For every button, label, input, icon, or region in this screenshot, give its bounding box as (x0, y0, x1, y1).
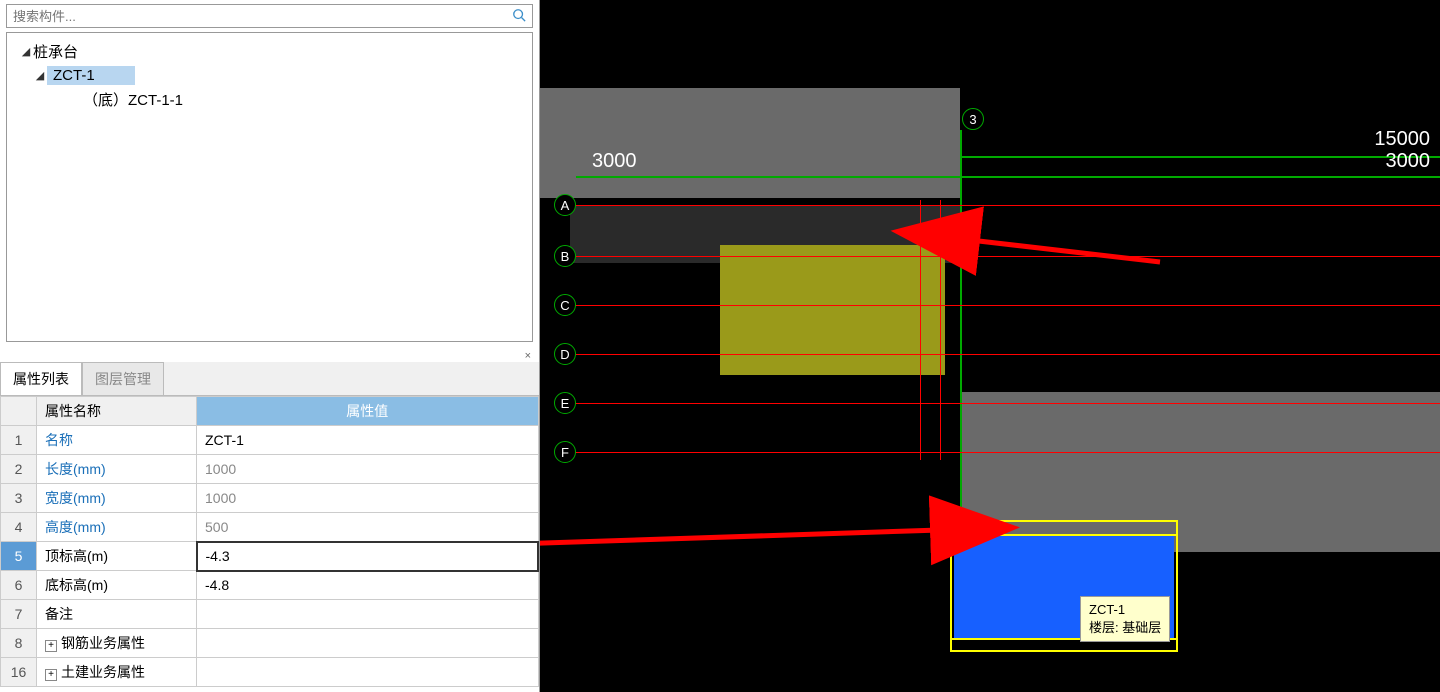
tree-label-root: 桩承台 (33, 41, 78, 62)
table-row[interactable]: 4高度(mm)500 (1, 513, 539, 542)
tree-toggle-icon[interactable]: ◢ (19, 45, 33, 58)
gridline-d (570, 354, 1440, 355)
viewport-3d[interactable]: 3 A B C D E F 3000 15000 3000 ZCT-1 楼层: … (540, 0, 1440, 692)
gridline-f (570, 452, 1440, 453)
axis-label-f: F (554, 441, 576, 463)
tree-node-child[interactable]: （底）ZCT-1-1 (83, 87, 526, 112)
expand-icon[interactable]: + (45, 640, 57, 652)
property-value[interactable]: -4.3 (197, 542, 539, 571)
model-block-upper (540, 88, 960, 198)
property-name: +钢筋业务属性 (37, 629, 197, 658)
tooltip: ZCT-1 楼层: 基础层 (1080, 596, 1170, 642)
table-row[interactable]: 2长度(mm)1000 (1, 455, 539, 484)
tab-layers[interactable]: 图层管理 (82, 362, 164, 395)
gridline-c (570, 305, 1440, 306)
property-name: 顶标高(m) (37, 542, 197, 571)
property-name: 长度(mm) (37, 455, 197, 484)
row-number: 7 (1, 600, 37, 629)
property-name: 备注 (37, 600, 197, 629)
search-input[interactable] (13, 9, 512, 24)
gridline-b (570, 256, 1440, 257)
property-value[interactable]: 1000 (197, 484, 539, 513)
dimension-3000-left: 3000 (592, 150, 637, 173)
axis-label-c: C (554, 294, 576, 316)
left-panel: ◢ 桩承台 ◢ ZCT-1 （底）ZCT-1-1 × 属性列表 图层管理 属性名… (0, 0, 540, 692)
row-number: 3 (1, 484, 37, 513)
table-row[interactable]: 6底标高(m)-4.8 (1, 571, 539, 600)
gridline-a (570, 205, 1440, 206)
tree-toggle-icon[interactable]: ◢ (33, 69, 47, 82)
property-name: 宽度(mm) (37, 484, 197, 513)
axis-label-3: 3 (962, 108, 984, 130)
property-name: +土建业务属性 (37, 658, 197, 687)
panel-close-icon[interactable]: × (0, 348, 539, 362)
property-value[interactable]: -4.8 (197, 571, 539, 600)
axis-label-e: E (554, 392, 576, 414)
tab-properties[interactable]: 属性列表 (0, 362, 82, 395)
prop-header-num (1, 397, 37, 426)
property-table: 属性名称 属性值 1名称ZCT-12长度(mm)10003宽度(mm)10004… (0, 396, 539, 687)
axis-label-d: D (554, 343, 576, 365)
prop-header-value: 属性值 (197, 397, 539, 426)
row-number: 1 (1, 426, 37, 455)
property-value[interactable] (197, 658, 539, 687)
gridline-h-top0 (960, 156, 1440, 158)
table-row[interactable]: 7备注 (1, 600, 539, 629)
tree-node-selected[interactable]: ◢ ZCT-1 (33, 64, 526, 87)
property-name: 底标高(m) (37, 571, 197, 600)
gridline-v-3 (960, 130, 962, 580)
prop-header-name: 属性名称 (37, 397, 197, 426)
table-row[interactable]: 3宽度(mm)1000 (1, 484, 539, 513)
search-box (6, 4, 533, 28)
table-row[interactable]: 5顶标高(m)-4.3 (1, 542, 539, 571)
table-row[interactable]: 1名称ZCT-1 (1, 426, 539, 455)
gridline-e (570, 403, 1440, 404)
property-name: 高度(mm) (37, 513, 197, 542)
gridline-red-v (940, 200, 941, 460)
tooltip-name: ZCT-1 (1089, 601, 1161, 619)
gridline-h-top1 (576, 176, 1440, 178)
axis-label-a: A (554, 194, 576, 216)
model-block-yellow (720, 245, 945, 375)
table-row[interactable]: 16+土建业务属性 (1, 658, 539, 687)
property-value[interactable]: ZCT-1 (197, 426, 539, 455)
row-number: 8 (1, 629, 37, 658)
row-number: 6 (1, 571, 37, 600)
dimension-3000-right: 3000 (1386, 150, 1431, 173)
row-number: 4 (1, 513, 37, 542)
tree-label-zct1: ZCT-1 (47, 66, 135, 85)
row-number: 5 (1, 542, 37, 571)
tree-label-zct11: （底）ZCT-1-1 (83, 89, 183, 110)
property-value[interactable]: 500 (197, 513, 539, 542)
tabs: 属性列表 图层管理 (0, 362, 539, 396)
property-value[interactable]: 1000 (197, 455, 539, 484)
tooltip-floor: 楼层: 基础层 (1089, 619, 1161, 637)
dimension-15000: 15000 (1374, 128, 1430, 151)
property-value[interactable] (197, 629, 539, 658)
tree-node-root[interactable]: ◢ 桩承台 (19, 39, 526, 64)
gridline-red-v2 (920, 200, 921, 460)
axis-label-b: B (554, 245, 576, 267)
search-icon[interactable] (512, 8, 526, 25)
component-tree: ◢ 桩承台 ◢ ZCT-1 （底）ZCT-1-1 (6, 32, 533, 342)
row-number: 2 (1, 455, 37, 484)
property-value[interactable] (197, 600, 539, 629)
property-name: 名称 (37, 426, 197, 455)
row-number: 16 (1, 658, 37, 687)
table-row[interactable]: 8+钢筋业务属性 (1, 629, 539, 658)
expand-icon[interactable]: + (45, 669, 57, 681)
